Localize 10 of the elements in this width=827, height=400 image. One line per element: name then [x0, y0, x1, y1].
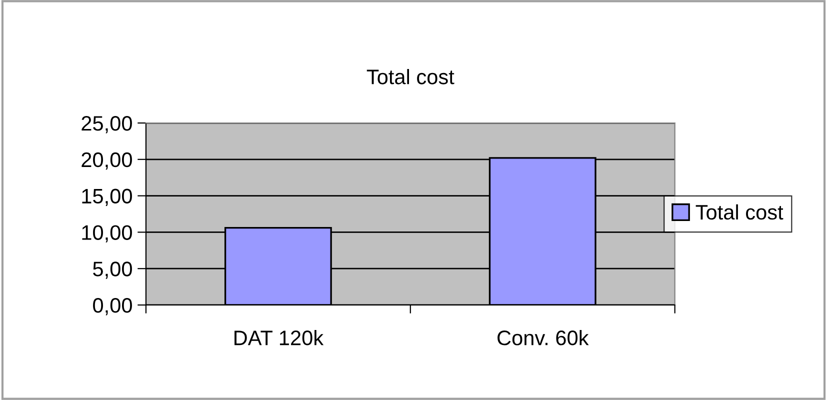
y-tick-label: 20,00 — [82, 152, 132, 170]
y-tick-label: 10,00 — [82, 225, 132, 242]
y-tick-label: 0,00 — [93, 298, 132, 316]
x-tick-label: DAT 120k — [234, 330, 324, 346]
y-tick-label: 25,00 — [82, 116, 132, 134]
chart-title: Total cost — [366, 69, 454, 84]
y-tick-label: 5,00 — [93, 262, 132, 279]
x-tick-label: Conv. 60k — [498, 330, 589, 346]
y-tick-label: 15,00 — [82, 188, 132, 206]
legend-label: Total cost — [696, 204, 784, 220]
